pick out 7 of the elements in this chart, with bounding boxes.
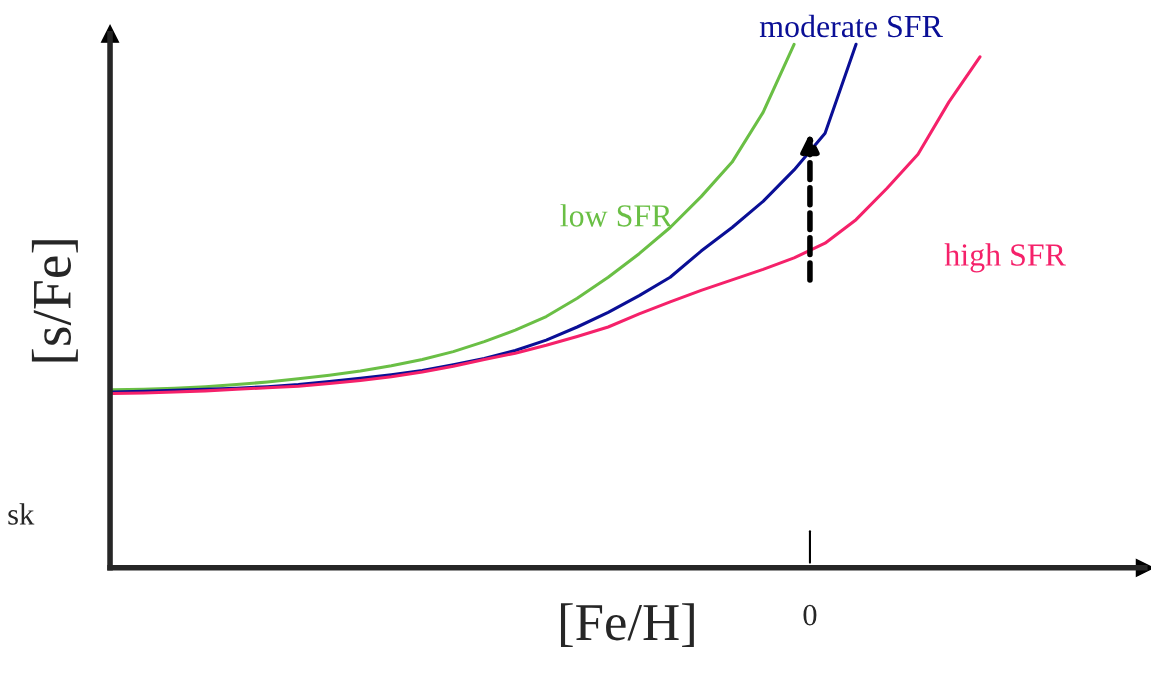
text: sk: [8, 503, 35, 525]
series-label: low SFR: [560, 204, 673, 227]
y-axis-title: [s/Fe]: [31, 240, 78, 362]
series-label: moderate SFR: [759, 14, 943, 38]
x-axis-title: [Fe/H]: [560, 603, 694, 647]
text: 0: [803, 604, 817, 626]
text: high SFR: [944, 243, 1066, 273]
